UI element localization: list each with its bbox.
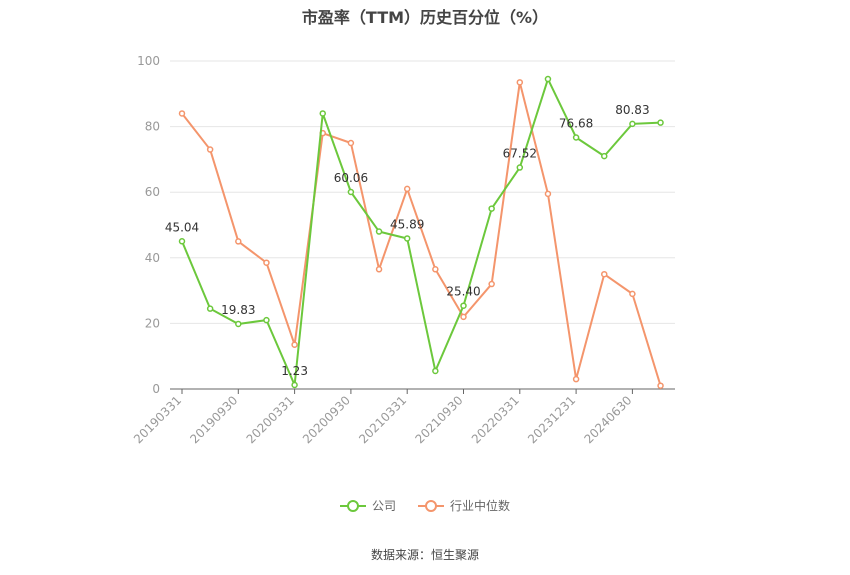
y-tick-label: 0 [152, 382, 160, 396]
x-tick-label: 20240630 [581, 393, 634, 446]
grid-lines [170, 60, 675, 324]
x-tick-label: 20210331 [356, 393, 409, 446]
legend-marker-company-icon [339, 499, 366, 512]
legend-item-industry[interactable]: 行业中位数 [418, 497, 510, 514]
data-label: 67.52 [503, 147, 537, 161]
company-point [178, 238, 186, 245]
industry-point [657, 382, 664, 389]
y-tick-label: 80 [145, 120, 160, 134]
data-label: 45.04 [165, 220, 199, 234]
company-point [235, 320, 242, 328]
industry-point [235, 238, 242, 245]
company-point [347, 188, 355, 196]
company-point [460, 302, 467, 309]
company-point [263, 316, 270, 324]
x-tick-label: 20200331 [244, 393, 297, 446]
company-point [403, 235, 411, 242]
company-point [432, 367, 439, 375]
industry-point [601, 270, 608, 278]
company-point [657, 119, 664, 126]
industry-point [432, 266, 439, 273]
chart-title: 市盈率（TTM）历史百分位（%） [301, 8, 549, 27]
legend: 公司 行业中位数 [0, 497, 850, 514]
data-labels: 45.04 19.83 1.23 60.06 45.89 25.40 67.52 76.68 8… [165, 103, 650, 378]
legend-label-company: 公司 [371, 499, 396, 513]
y-tick-label: 20 [145, 316, 160, 330]
company-point [206, 305, 214, 312]
industry-point [403, 185, 411, 193]
data-label: 25.40 [446, 285, 480, 299]
company-point [516, 164, 524, 171]
x-tick-label: 20231231 [525, 393, 578, 446]
data-label: 1.23 [281, 364, 308, 378]
company-line [181, 78, 661, 386]
source-note: 数据来源：恒生聚源 [370, 548, 479, 562]
company-point [572, 134, 580, 141]
industry-point [572, 375, 580, 383]
industry-point [206, 146, 214, 153]
industry-point [516, 79, 524, 86]
industry-point [460, 313, 467, 321]
data-label: 80.83 [615, 103, 649, 117]
legend-item-company[interactable]: 公司 [339, 497, 396, 514]
industry-point [629, 290, 636, 298]
x-tick-label: 20200930 [300, 393, 353, 446]
y-tick-label: 40 [145, 251, 160, 265]
industry-point [544, 190, 552, 198]
y-tick-label: 100 [137, 54, 160, 68]
x-tick-label: 20190331 [131, 393, 184, 446]
company-point [375, 228, 383, 235]
industry-point [178, 110, 186, 117]
industry-point [291, 341, 298, 348]
company-point [601, 152, 608, 160]
company-point [629, 120, 636, 128]
series-lines [178, 75, 664, 389]
industry-line [181, 81, 662, 387]
data-label: 76.68 [559, 116, 593, 130]
data-label: 19.83 [221, 303, 255, 317]
x-tick-label: 20220331 [469, 393, 522, 446]
company-point [488, 205, 495, 212]
x-tick-label: 20190930 [187, 393, 240, 446]
industry-point [488, 280, 495, 288]
x-tick-label: 20210930 [413, 393, 466, 446]
industry-point [375, 266, 383, 273]
legend-label-industry: 行业中位数 [450, 499, 511, 513]
axes: 0 20 40 60 80 100 20190331 20190930 20200331 2020… [131, 54, 675, 446]
industry-point [347, 139, 355, 147]
industry-point [263, 259, 270, 266]
data-label: 45.89 [390, 217, 424, 231]
data-label: 60.06 [334, 171, 368, 185]
company-point [544, 75, 552, 83]
y-tick-label: 60 [145, 185, 160, 199]
company-point [291, 381, 298, 389]
legend-marker-industry-icon [418, 499, 444, 512]
company-point [319, 110, 326, 117]
